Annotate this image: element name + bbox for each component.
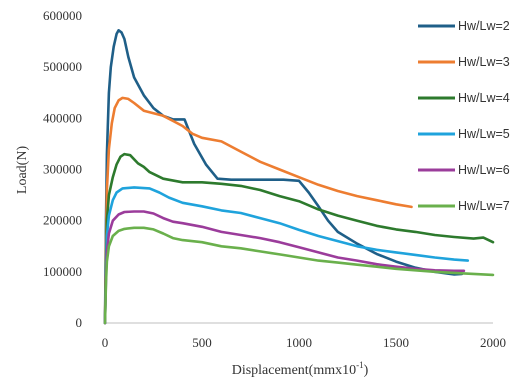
legend-label: Hw/Lw=6 xyxy=(458,163,510,177)
series-line xyxy=(103,96,413,325)
y-tick-labels: 0 100000 200000 300000 400000 500000 600000 xyxy=(43,8,82,330)
series-lines xyxy=(103,29,495,325)
series-line xyxy=(103,210,466,325)
x-axis-title-main: Displacement(mmx10 xyxy=(232,363,356,378)
legend-label: Hw/Lw=5 xyxy=(458,127,510,141)
series-line xyxy=(103,186,470,325)
y-tick-label: 200000 xyxy=(43,213,82,228)
x-axis-title-superscript: -1 xyxy=(356,360,364,370)
x-tick-labels: 0 500 1000 1500 2000 xyxy=(102,335,506,350)
x-tick-label: 500 xyxy=(192,335,212,350)
y-axis-title: Load(N) xyxy=(15,146,30,195)
y-tick-label: 400000 xyxy=(43,110,82,125)
x-axis-title-end: ) xyxy=(364,363,369,378)
y-tick-label: 100000 xyxy=(43,264,82,279)
y-tick-label: 0 xyxy=(76,315,83,330)
x-tick-label: 1000 xyxy=(286,335,312,350)
legend-label: Hw/Lw=3 xyxy=(458,55,510,69)
x-tick-label: 1500 xyxy=(383,335,409,350)
x-tick-label: 0 xyxy=(102,335,109,350)
series-line xyxy=(103,152,495,325)
y-axis-title-group: Load(N) xyxy=(15,146,30,195)
legend-label: Hw/Lw=7 xyxy=(458,199,510,213)
y-tick-label: 500000 xyxy=(43,59,82,74)
y-tick-label: 300000 xyxy=(43,162,82,177)
series-line xyxy=(103,226,495,325)
legend-label: Hw/Lw=4 xyxy=(458,91,510,105)
legend: Hw/Lw=2 Hw/Lw=3 Hw/Lw=4 Hw/Lw=5 Hw/Lw=6 Hw/Lw… xyxy=(418,19,510,213)
y-tick-label: 600000 xyxy=(43,8,82,23)
x-tick-label: 2000 xyxy=(480,335,506,350)
x-axis-title: Displacement(mmx10-1) xyxy=(232,360,369,378)
legend-label: Hw/Lw=2 xyxy=(458,19,510,33)
